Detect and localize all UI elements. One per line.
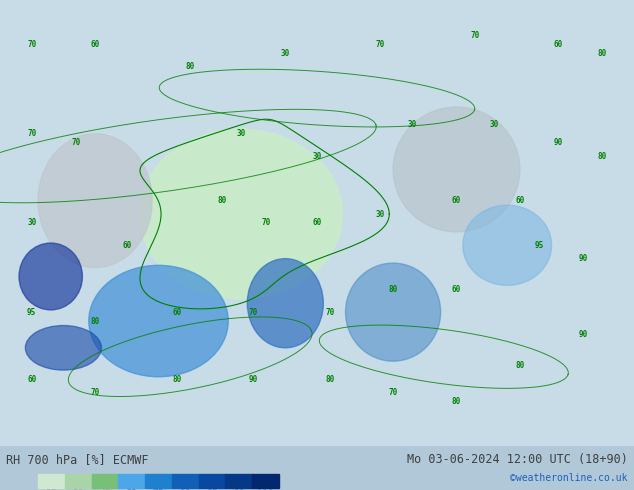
Text: 60: 60: [452, 285, 461, 294]
Text: 70: 70: [376, 40, 385, 49]
Text: 30: 30: [490, 121, 499, 129]
Text: 70: 70: [471, 31, 480, 40]
Text: 60: 60: [27, 374, 36, 384]
Text: 45: 45: [99, 489, 111, 490]
Text: 60: 60: [515, 196, 524, 205]
Text: 90: 90: [249, 374, 258, 384]
Text: 80: 80: [186, 62, 195, 72]
Text: RH 700 hPa [%] ECMWF: RH 700 hPa [%] ECMWF: [6, 453, 149, 466]
Bar: [145, 474, 172, 488]
Bar: [252, 474, 279, 488]
Ellipse shape: [25, 325, 101, 370]
Text: 70: 70: [27, 40, 36, 49]
Bar: [119, 474, 145, 488]
Text: 90: 90: [179, 489, 191, 490]
Text: 70: 70: [72, 138, 81, 147]
Ellipse shape: [247, 259, 323, 348]
Text: 95: 95: [206, 489, 218, 490]
Ellipse shape: [139, 129, 342, 299]
Text: 95: 95: [27, 308, 36, 317]
Bar: [91, 474, 119, 488]
Text: Mo 03-06-2024 12:00 UTC (18+90): Mo 03-06-2024 12:00 UTC (18+90): [407, 453, 628, 466]
Ellipse shape: [19, 243, 82, 310]
Text: 80: 80: [598, 151, 607, 161]
Bar: [38, 474, 65, 488]
Text: 90: 90: [579, 330, 588, 339]
Text: 90: 90: [579, 254, 588, 263]
Bar: [198, 474, 226, 488]
Text: 70: 70: [262, 219, 271, 227]
Text: 70: 70: [325, 308, 334, 317]
Text: 80: 80: [325, 374, 334, 384]
Text: 60: 60: [126, 489, 138, 490]
Text: 30: 30: [376, 210, 385, 219]
Text: 80: 80: [452, 397, 461, 406]
Text: 90: 90: [553, 138, 562, 147]
Ellipse shape: [38, 134, 152, 268]
Text: 80: 80: [389, 285, 398, 294]
Text: 60: 60: [173, 308, 182, 317]
Bar: [172, 474, 198, 488]
Text: 95: 95: [534, 241, 543, 250]
Text: 75: 75: [153, 489, 164, 490]
Ellipse shape: [89, 265, 228, 377]
Text: 30: 30: [236, 129, 245, 138]
Text: 30: 30: [313, 151, 321, 161]
Text: 80: 80: [598, 49, 607, 58]
Bar: [65, 474, 91, 488]
Text: 70: 70: [91, 388, 100, 397]
Text: ©weatheronline.co.uk: ©weatheronline.co.uk: [510, 473, 628, 483]
Text: 60: 60: [91, 40, 100, 49]
Text: 60: 60: [313, 219, 321, 227]
Text: 60: 60: [122, 241, 131, 250]
Text: 15: 15: [46, 489, 57, 490]
Text: 80: 80: [515, 361, 524, 370]
Text: 30: 30: [27, 219, 36, 227]
Bar: [226, 474, 252, 488]
Text: 80: 80: [173, 374, 182, 384]
Text: 80: 80: [217, 196, 226, 205]
Text: 60: 60: [452, 196, 461, 205]
Ellipse shape: [346, 263, 441, 361]
Text: 99: 99: [233, 489, 245, 490]
Text: 70: 70: [249, 308, 258, 317]
Ellipse shape: [393, 107, 520, 232]
Ellipse shape: [463, 205, 552, 285]
Text: 100: 100: [257, 489, 275, 490]
Text: 70: 70: [27, 129, 36, 138]
Text: 30: 30: [281, 49, 290, 58]
Text: 70: 70: [389, 388, 398, 397]
Text: 30: 30: [72, 489, 84, 490]
Text: 80: 80: [91, 317, 100, 325]
Text: 30: 30: [408, 121, 417, 129]
Text: 60: 60: [553, 40, 562, 49]
